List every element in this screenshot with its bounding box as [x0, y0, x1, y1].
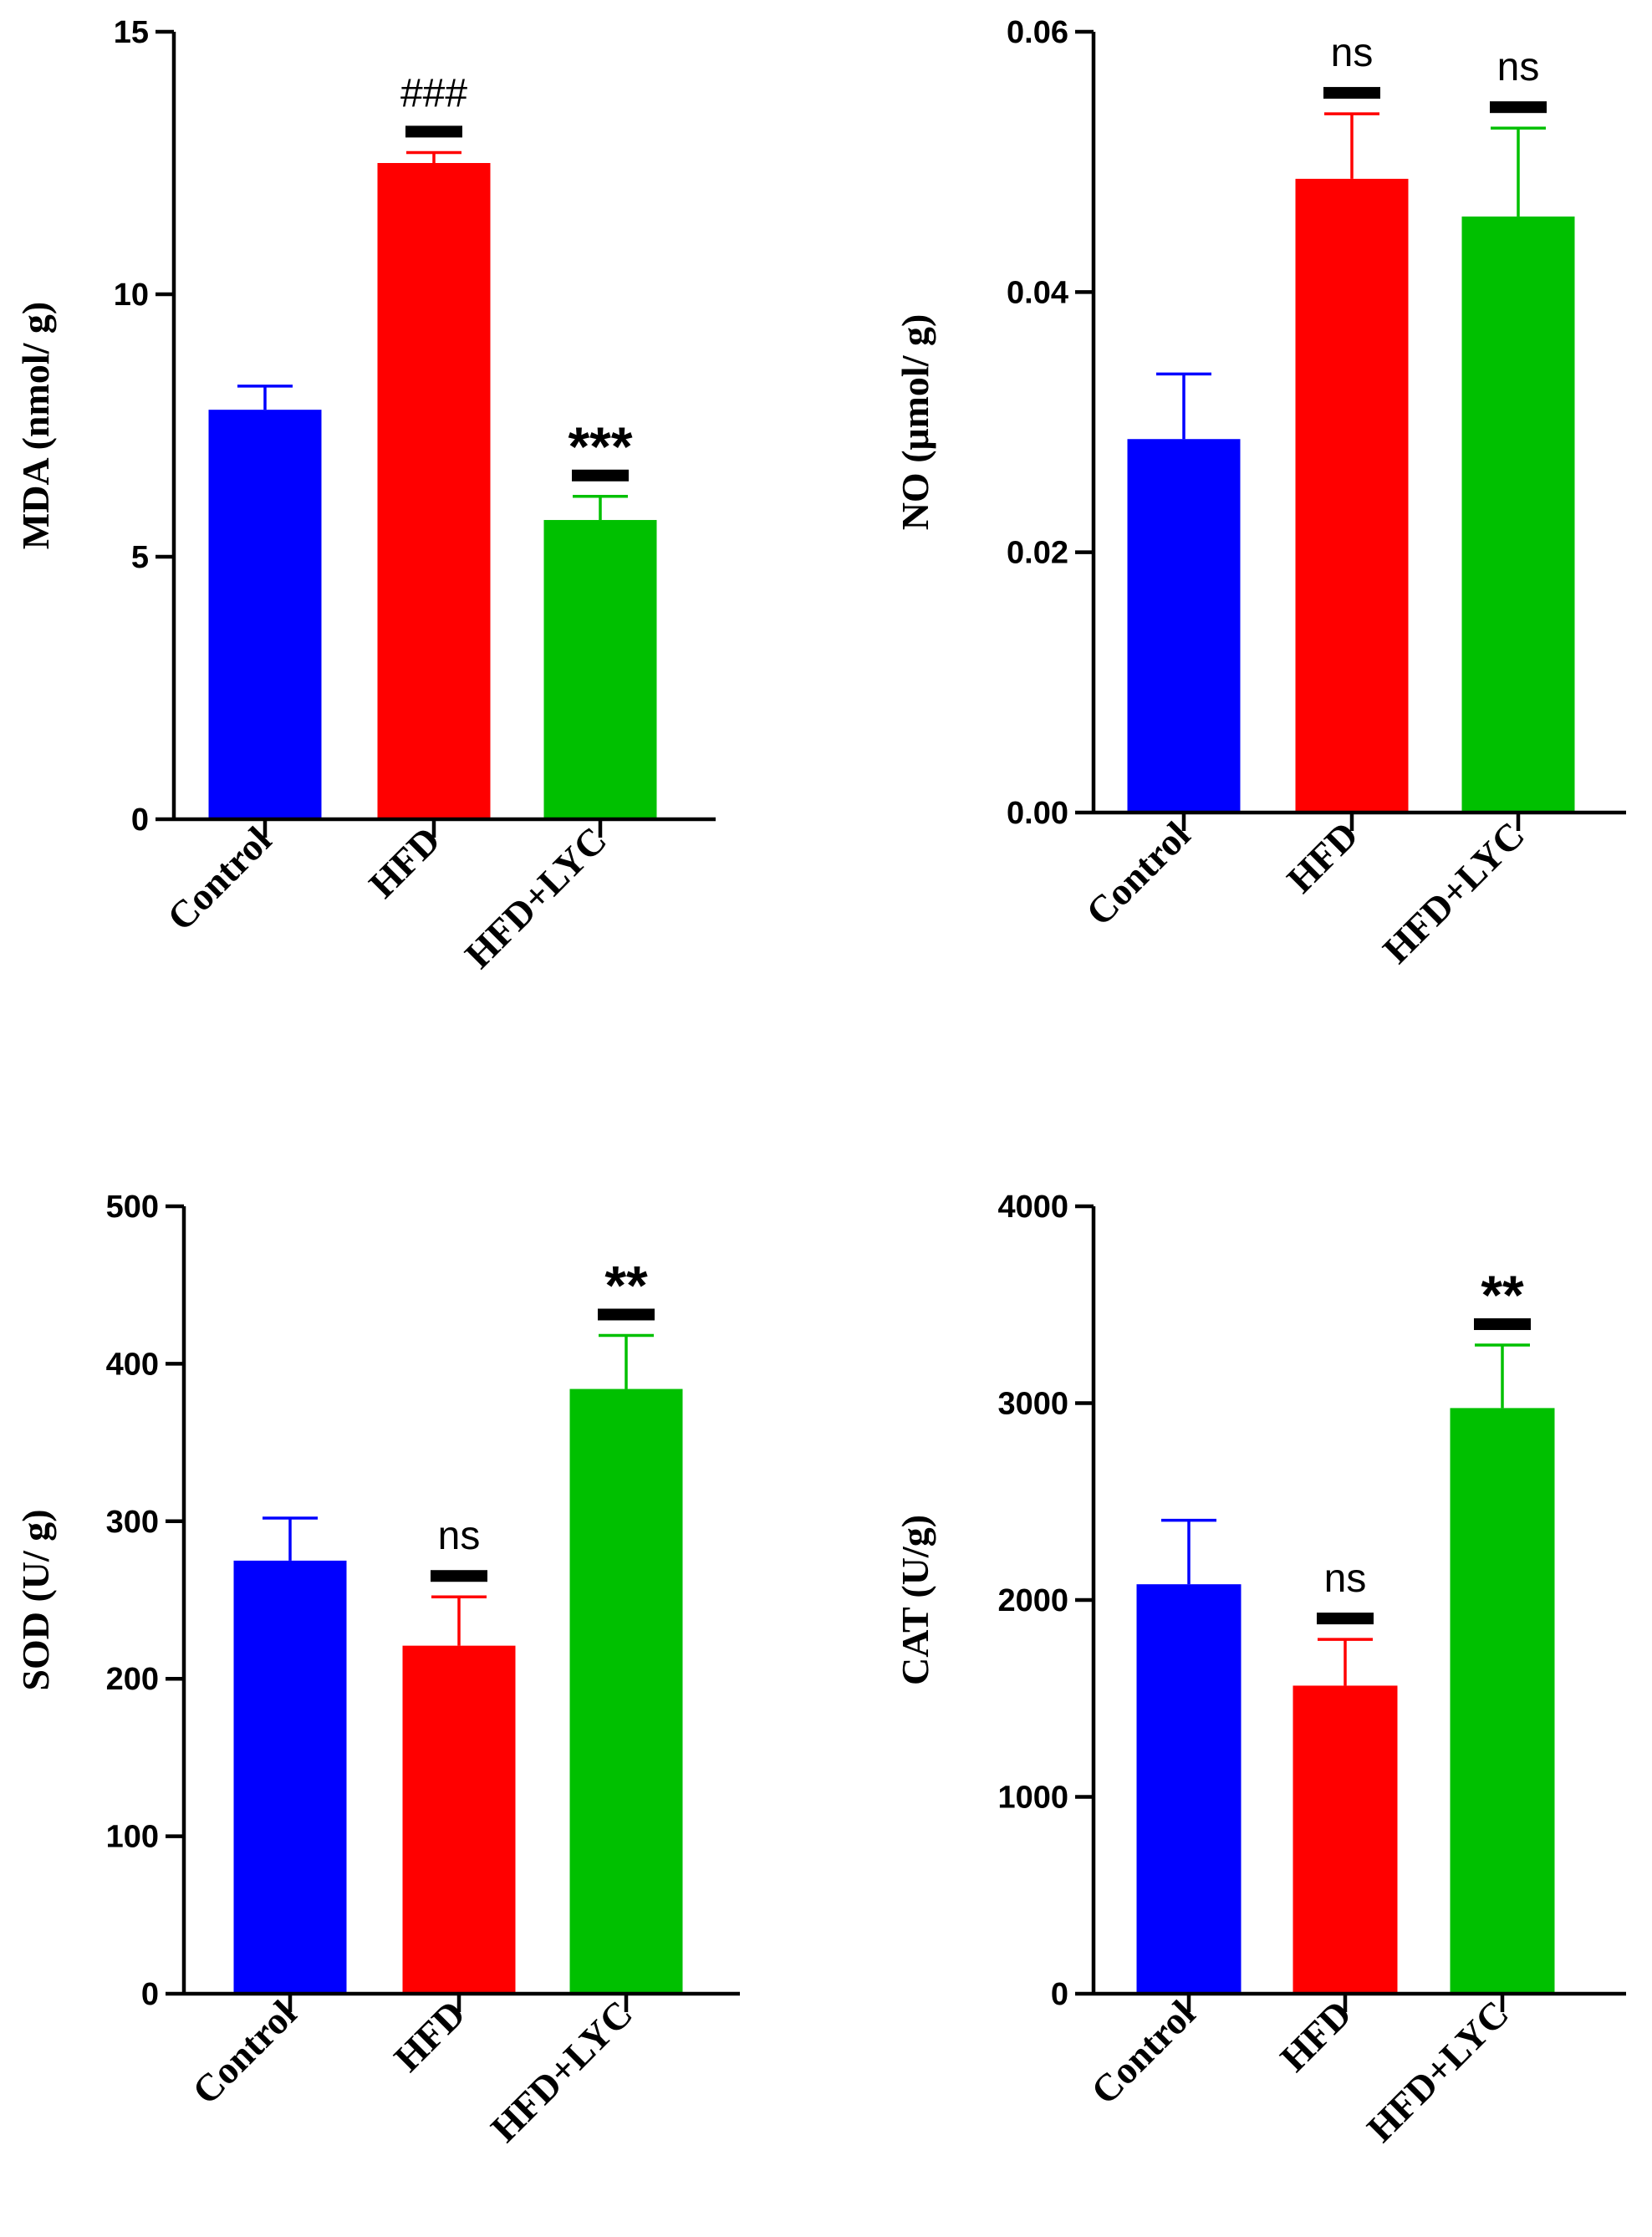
bar-control — [1136, 1584, 1242, 1994]
y-tick-label: 0 — [1051, 1977, 1068, 2012]
error-bar — [599, 1333, 654, 1389]
x-tick-label: HFD+LYC — [1374, 813, 1532, 971]
y-tick-label: 0.04 — [1007, 275, 1068, 310]
error-bar — [263, 1516, 318, 1561]
y-tick-label: 0.06 — [1007, 15, 1068, 50]
x-tick-label: HFD+LYC — [482, 1992, 640, 2150]
significance-bar — [405, 125, 462, 138]
error-bar — [237, 385, 293, 410]
x-tick-label: Control — [184, 1992, 304, 2112]
error-bar — [573, 495, 628, 521]
error-bar — [1324, 112, 1379, 179]
error-bar — [1475, 1343, 1530, 1409]
error-bar — [1161, 1518, 1216, 1585]
error-bar — [1491, 126, 1546, 217]
significance-label: ns — [438, 1514, 481, 1558]
significance-bar — [431, 1570, 487, 1582]
y-axis-title: MDA (nmol/ g) — [14, 302, 57, 549]
y-tick-label: 1000 — [997, 1781, 1068, 1816]
bar-control — [1127, 439, 1241, 813]
significance-label: ns — [1497, 45, 1540, 89]
significance-bar — [1317, 1613, 1374, 1625]
error-bar — [431, 1595, 487, 1646]
x-tick-label: Control — [159, 818, 279, 939]
y-tick-label: 5 — [131, 540, 149, 575]
significance-bar — [598, 1308, 655, 1321]
y-tick-label: 3000 — [997, 1387, 1068, 1422]
y-tick-label: 200 — [106, 1662, 159, 1697]
y-tick-label: 100 — [106, 1820, 159, 1855]
bar-control — [233, 1560, 347, 1994]
y-tick-label: 0 — [141, 1977, 159, 2012]
x-tick-label: HFD+LYC — [456, 818, 614, 976]
y-axis-title: SOD (U/ g) — [14, 1509, 57, 1690]
significance-label: ns — [1331, 31, 1374, 75]
y-tick-label: 2000 — [997, 1583, 1068, 1618]
y-tick-label: 500 — [106, 1190, 159, 1225]
bar-hfd-lyc — [1450, 1408, 1555, 1994]
y-tick-label: 0.00 — [1007, 796, 1068, 831]
bar-hfd — [1293, 1685, 1398, 1994]
axes — [181, 1206, 740, 1996]
significance-bar — [572, 469, 629, 482]
significance-label: ### — [400, 71, 467, 115]
significance-label: ** — [604, 1254, 648, 1316]
bar-hfd — [377, 163, 491, 819]
error-bar — [406, 150, 461, 163]
significance-bar — [1490, 101, 1547, 114]
error-bar — [1156, 372, 1211, 440]
y-tick-label: 300 — [106, 1505, 159, 1540]
y-tick-label: 4000 — [997, 1190, 1068, 1225]
y-tick-label: 0 — [131, 803, 149, 838]
bar-hfd-lyc — [1461, 217, 1575, 813]
x-tick-label: Control — [1078, 813, 1198, 934]
y-axis-title: NO (μmol/ g) — [894, 314, 936, 531]
y-tick-label: 15 — [114, 15, 149, 50]
significance-bar — [1474, 1318, 1531, 1331]
x-tick-label: HFD+LYC — [1359, 1992, 1517, 2150]
x-tick-label: Control — [1083, 1992, 1203, 2112]
significance-label: *** — [568, 415, 632, 477]
significance-bar — [1323, 87, 1380, 99]
bar-hfd-lyc — [569, 1389, 683, 1994]
y-axis-title: CAT (U/g) — [894, 1515, 936, 1685]
bar-control — [208, 410, 322, 819]
y-tick-label: 10 — [114, 278, 149, 313]
significance-label: ** — [1481, 1264, 1524, 1326]
significance-label: ns — [1324, 1557, 1367, 1601]
y-tick-label: 400 — [106, 1347, 159, 1382]
error-bar — [1318, 1638, 1373, 1686]
y-tick-label: 0.02 — [1007, 536, 1068, 571]
bar-hfd — [402, 1645, 516, 1994]
bar-hfd-lyc — [543, 520, 657, 819]
bar-hfd — [1295, 178, 1409, 813]
